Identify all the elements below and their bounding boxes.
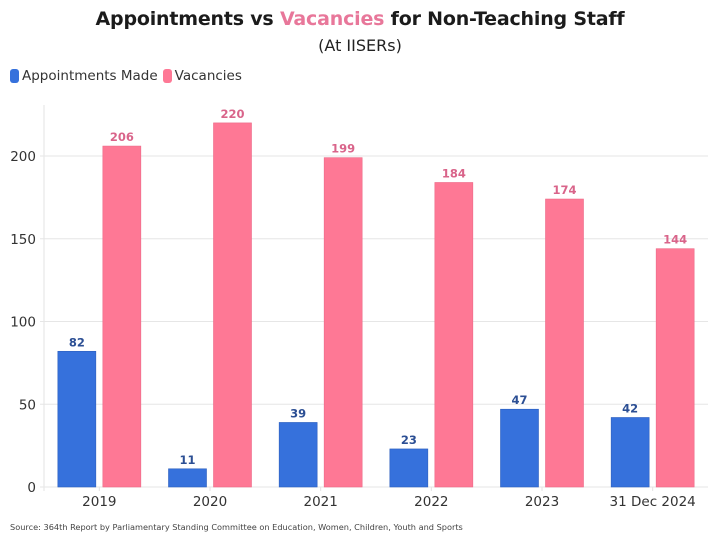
- bar-appointments: [168, 468, 207, 488]
- source-note: Source: 364th Report by Parliamentary St…: [10, 522, 463, 532]
- bar-vacancies: [102, 145, 142, 488]
- data-label-vacancies: 206: [110, 130, 134, 144]
- chart-title: Appointments vs Vacancies for Non-Teachi…: [0, 8, 720, 30]
- y-tick-label: 100: [10, 315, 36, 331]
- data-label-appointments: 42: [622, 401, 638, 415]
- x-tick-label: 2019: [82, 494, 116, 510]
- bar-appointments: [610, 417, 650, 488]
- chart-subtitle: (At IISERs): [318, 36, 402, 55]
- data-label-appointments: 23: [401, 433, 417, 447]
- data-label-appointments: 11: [179, 453, 195, 467]
- data-label-appointments: 47: [511, 393, 527, 407]
- legend-label-appointments: Appointments Made: [22, 68, 158, 84]
- data-label-vacancies: 199: [331, 142, 355, 156]
- legend: Appointments Made Vacancies: [10, 68, 247, 84]
- bar-appointments: [278, 422, 318, 488]
- legend-swatch-vacancies: [162, 69, 172, 83]
- y-tick-label: 150: [10, 232, 36, 248]
- bar-appointments: [57, 350, 97, 488]
- data-label-vacancies: 144: [663, 233, 687, 247]
- bar-vacancies: [213, 122, 252, 488]
- legend-swatch-appointments: [10, 69, 19, 83]
- bar-vacancies: [545, 198, 584, 488]
- title-part-highlight: Vacancies: [279, 8, 385, 30]
- bar-vacancies: [655, 248, 695, 488]
- bar-appointments: [389, 448, 429, 488]
- bar-vacancies: [434, 182, 474, 488]
- data-label-vacancies: 220: [220, 107, 244, 121]
- y-tick-label: 0: [27, 480, 36, 496]
- data-label-appointments: 82: [69, 335, 85, 349]
- data-label-vacancies: 174: [552, 183, 576, 197]
- x-tick-label: 2021: [303, 494, 337, 510]
- x-tick-label: 2022: [414, 494, 448, 510]
- title-part-1: Appointments vs: [95, 8, 280, 30]
- data-label-appointments: 39: [290, 406, 306, 420]
- x-tick-label: 31 Dec 2024: [610, 494, 696, 510]
- x-tick-label: 2020: [193, 494, 227, 510]
- y-tick-label: 200: [10, 149, 36, 165]
- y-tick-label: 50: [19, 397, 36, 413]
- legend-item-vacancies: Vacancies: [162, 68, 242, 84]
- data-label-vacancies: 184: [442, 166, 466, 180]
- bar-vacancies: [323, 157, 363, 488]
- x-tick-label: 2023: [525, 494, 559, 510]
- bar-appointments: [500, 408, 539, 488]
- legend-label-vacancies: Vacancies: [174, 68, 242, 84]
- legend-item-appointments: Appointments Made: [10, 68, 158, 84]
- title-part-2: for Non-Teaching Staff: [384, 8, 625, 30]
